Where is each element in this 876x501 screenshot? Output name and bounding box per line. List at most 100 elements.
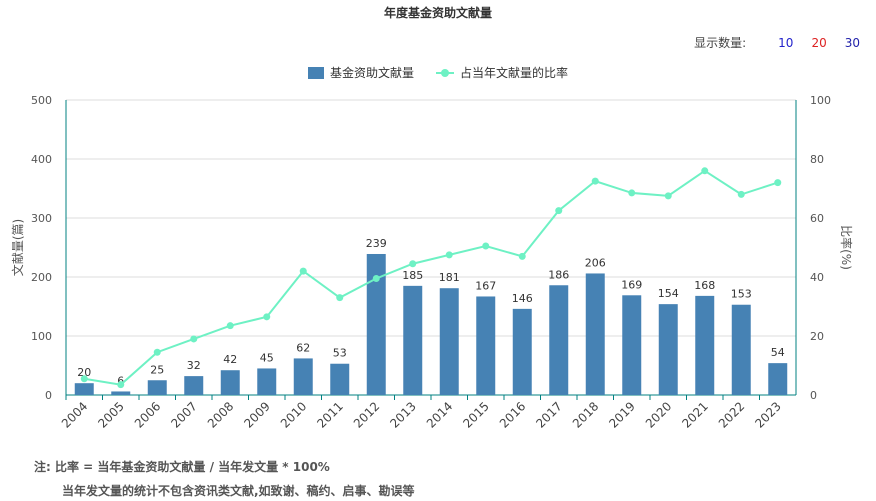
bar: [658, 304, 678, 395]
x-tick-label: 2010: [278, 399, 309, 430]
x-tick-label: 2014: [424, 399, 455, 430]
bar: [476, 296, 496, 395]
bar: [768, 363, 788, 395]
bar: [366, 253, 386, 395]
bar-data-label: 169: [621, 278, 642, 291]
ratio-point: [664, 192, 672, 200]
ratio-point: [774, 179, 782, 187]
ratio-point: [701, 167, 709, 175]
bar-data-label: 239: [366, 237, 387, 250]
bar-data-label: 45: [260, 351, 274, 364]
ratio-point: [628, 189, 636, 197]
ratio-point: [190, 335, 198, 343]
y2-tick-label: 80: [810, 153, 824, 166]
bar-data-label: 54: [771, 346, 785, 359]
ratio-point: [737, 190, 745, 198]
ratio-point: [80, 375, 88, 383]
bar-data-label: 146: [512, 292, 533, 305]
bar: [512, 308, 532, 395]
legend-line-label: 占当年文献量的比率: [460, 66, 569, 80]
ratio-point: [263, 313, 271, 321]
chart-legend: 基金资助文献量 占当年文献量的比率: [0, 64, 876, 81]
bar-data-label: 53: [333, 347, 347, 360]
bar: [695, 295, 715, 395]
y2-tick-label: 20: [810, 330, 824, 343]
bar-data-label: 62: [296, 341, 310, 354]
ratio-point: [555, 207, 563, 215]
chart-title: 年度基金资助文献量: [383, 6, 492, 20]
x-tick-label: 2011: [314, 399, 345, 430]
bar: [220, 370, 240, 395]
ratio-point: [153, 348, 161, 356]
bar-data-label: 186: [548, 268, 569, 281]
ratio-point: [445, 251, 453, 259]
bar-data-label: 20: [77, 366, 91, 379]
bar: [585, 273, 605, 395]
bar-data-label: 168: [694, 279, 715, 292]
ratio-line: [84, 169, 779, 386]
ratio-point: [372, 274, 380, 282]
y-tick-label: 200: [31, 271, 52, 284]
x-tick-label: 2004: [59, 399, 90, 430]
x-tick-label: 2016: [497, 399, 528, 430]
x-tick-label: 2009: [241, 399, 272, 430]
bar: [147, 380, 167, 395]
x-tick-label: 2020: [643, 399, 674, 430]
bar: [257, 368, 277, 395]
y2-tick-label: 40: [810, 271, 824, 284]
bar-data-label: 181: [439, 271, 460, 284]
x-tick-label: 2017: [533, 399, 564, 430]
x-tick-label: 2007: [168, 399, 199, 430]
note-ratio-formula: 注: 比率 = 当年基金资助文献量 / 当年发文量 * 100%: [34, 460, 330, 474]
display-count-option-30[interactable]: 30: [844, 35, 860, 50]
bar: [184, 376, 204, 395]
ratio-point: [299, 267, 307, 275]
y-tick-label: 500: [31, 94, 52, 107]
legend-bar-swatch: [307, 66, 324, 79]
legend-bar-label: 基金资助文献量: [329, 66, 414, 80]
y2-tick-label: 0: [810, 389, 817, 402]
bar-data-label: 185: [402, 269, 423, 282]
bar: [549, 285, 569, 395]
x-tick-label: 2008: [205, 399, 236, 430]
bar-data-label: 42: [223, 353, 237, 366]
x-tick-label: 2015: [460, 399, 491, 430]
display-count-option-20[interactable]: 20: [811, 35, 827, 50]
bar-data-label: 32: [187, 359, 201, 372]
bar: [74, 383, 94, 395]
ratio-point: [226, 322, 234, 330]
bar: [293, 358, 313, 395]
display-count-label: 显示数量:: [694, 36, 747, 50]
y2-axis-title: 比率(%): [839, 225, 854, 270]
bar-data-label: 153: [731, 288, 752, 301]
x-tick-label: 2012: [351, 399, 382, 430]
bar: [731, 304, 751, 395]
bar-data-label: 154: [658, 287, 679, 300]
x-tick-label: 2022: [716, 399, 747, 430]
y2-tick-label: 60: [810, 212, 824, 225]
bar-data-label: 25: [150, 363, 164, 376]
ratio-point: [518, 252, 526, 260]
ratio-point: [482, 242, 490, 250]
legend-item-line[interactable]: 占当年文献量的比率: [436, 64, 568, 81]
note-exclusion: 当年发文量的统计不包含资讯类文献,如致谢、稿约、启事、勘误等: [62, 484, 415, 498]
ratio-point: [336, 294, 344, 302]
x-tick-label: 2021: [679, 399, 710, 430]
display-count-selector: 显示数量: 10 20 30: [694, 34, 860, 51]
legend-item-bar[interactable]: 基金资助文献量: [307, 64, 414, 81]
y-tick-label: 0: [45, 389, 52, 402]
bar: [622, 295, 642, 395]
x-tick-label: 2013: [387, 399, 418, 430]
ratio-point: [591, 177, 599, 185]
bar: [111, 391, 131, 395]
y2-tick-label: 100: [810, 94, 831, 107]
legend-line-swatch: [436, 67, 454, 79]
x-tick-label: 2019: [606, 399, 637, 430]
display-count-option-10[interactable]: 10: [778, 35, 794, 50]
ratio-point: [117, 381, 125, 389]
bar: [439, 288, 459, 395]
y-tick-label: 300: [31, 212, 52, 225]
bar-data-label: 6: [117, 374, 124, 387]
y-tick-label: 100: [31, 330, 52, 343]
